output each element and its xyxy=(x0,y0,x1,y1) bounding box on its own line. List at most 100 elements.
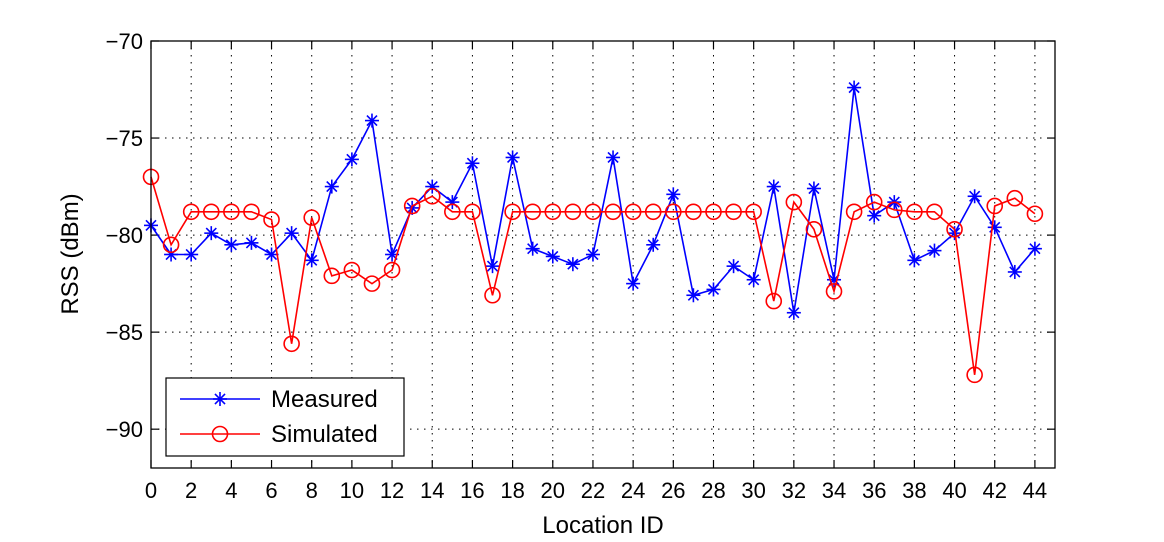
plot-frame xyxy=(150,40,1056,469)
data-point-measured xyxy=(585,247,600,262)
data-point-simulated xyxy=(845,203,863,221)
data-point-simulated xyxy=(644,203,662,221)
x-tick-label: 0 xyxy=(145,478,157,503)
data-point-measured xyxy=(304,253,319,268)
y-tick-label: −85 xyxy=(106,320,143,345)
data-point-simulated xyxy=(162,236,180,254)
data-point-simulated xyxy=(283,335,300,353)
data-point-measured xyxy=(706,282,721,297)
data-point-simulated xyxy=(464,203,481,221)
data-point-simulated xyxy=(182,203,200,221)
data-point-simulated xyxy=(805,220,823,238)
data-point-measured xyxy=(505,150,520,165)
x-tick-label: 24 xyxy=(621,478,645,503)
data-point-simulated xyxy=(444,203,461,221)
x-tick-label: 42 xyxy=(982,478,1006,503)
data-point-simulated xyxy=(1026,205,1044,223)
data-point-measured xyxy=(565,257,580,272)
data-point-simulated xyxy=(946,220,963,238)
data-point-simulated xyxy=(986,197,1004,215)
data-point-simulated xyxy=(725,203,742,221)
legend: Measured Simulated xyxy=(165,377,405,457)
data-point-measured xyxy=(485,259,500,274)
data-point-simulated xyxy=(906,203,923,221)
y-tick-label: −70 xyxy=(106,29,143,54)
legend-asterisk xyxy=(213,392,227,406)
x-tick-labels: 0 2 4 6 8 10 12 14 16 18 20 22 24 26 28 30 32 34 36 38 40 42 4… xyxy=(145,478,1047,503)
x-tick-label: 20 xyxy=(541,478,565,503)
x-tick-label: 6 xyxy=(265,478,277,503)
data-point-measured xyxy=(987,220,1002,235)
data-point-measured xyxy=(847,80,862,95)
data-point-simulated xyxy=(564,203,582,221)
data-point-simulated xyxy=(885,201,903,219)
data-point-measured xyxy=(766,179,781,194)
data-point-simulated xyxy=(343,261,361,279)
data-point-measured xyxy=(907,253,922,268)
x-tick-label: 40 xyxy=(942,478,966,503)
data-point-measured xyxy=(746,272,761,287)
data-point-measured xyxy=(465,156,480,171)
x-tick-label: 12 xyxy=(380,478,404,503)
data-point-measured xyxy=(1007,264,1022,279)
data-point-simulated xyxy=(363,275,381,292)
data-point-simulated xyxy=(263,211,280,228)
data-point-simulated xyxy=(323,267,341,285)
x-axis-title: Location ID xyxy=(542,512,663,539)
data-point-measured xyxy=(264,247,279,262)
data-point-measured xyxy=(686,288,701,303)
x-tick-label: 36 xyxy=(862,478,886,503)
data-point-simulated xyxy=(584,203,602,221)
y-tick-labels: −90 −85 −80 −75 −70 xyxy=(106,29,143,442)
data-point-simulated xyxy=(926,203,943,221)
x-tick-label: 26 xyxy=(661,478,685,503)
x-tick-label: 38 xyxy=(902,478,926,503)
data-point-measured xyxy=(927,243,942,258)
data-point-measured xyxy=(284,226,299,241)
data-point-simulated xyxy=(665,203,682,221)
data-point-measured xyxy=(786,305,801,320)
data-point-measured xyxy=(967,189,982,204)
legend-marker-measured xyxy=(213,392,227,406)
data-point-measured xyxy=(184,247,199,262)
legend-label-simulated: Simulated xyxy=(271,421,378,448)
data-point-simulated xyxy=(745,203,762,221)
data-point-simulated xyxy=(765,292,783,310)
y-tick-label: −75 xyxy=(106,126,143,151)
legend-marker-simulated xyxy=(211,425,229,443)
x-tick-label: 32 xyxy=(782,478,806,503)
data-point-simulated xyxy=(383,261,401,279)
data-point-measured xyxy=(344,152,359,167)
data-point-simulated xyxy=(504,203,521,221)
data-point-simulated xyxy=(544,203,562,221)
data-point-simulated xyxy=(403,197,421,215)
data-point-measured xyxy=(806,181,821,196)
x-tick-label: 8 xyxy=(306,478,318,503)
x-tick-label: 22 xyxy=(581,478,605,503)
data-point-simulated xyxy=(604,203,622,221)
data-point-measured xyxy=(626,276,641,291)
data-point-simulated xyxy=(524,203,541,221)
x-tick-label: 34 xyxy=(822,478,846,503)
data-point-simulated xyxy=(202,203,220,221)
data-point-measured xyxy=(1027,241,1042,256)
data-point-simulated xyxy=(785,193,803,211)
data-point-simulated xyxy=(624,203,642,221)
data-point-measured xyxy=(726,259,741,274)
data-point-simulated xyxy=(685,203,702,221)
data-point-measured xyxy=(867,208,882,223)
data-point-simulated xyxy=(303,209,321,226)
data-point-measured xyxy=(364,113,379,128)
data-point-measured xyxy=(204,226,219,241)
data-point-measured xyxy=(324,179,339,194)
y-tick-label: −90 xyxy=(106,417,143,442)
y-tick-label: −80 xyxy=(106,223,143,248)
x-tick-label: 4 xyxy=(225,478,237,503)
x-tick-label: 2 xyxy=(185,478,197,503)
data-point-measured xyxy=(606,150,621,165)
legend-label-measured: Measured xyxy=(271,386,378,413)
data-point-measured xyxy=(545,249,560,264)
data-point-simulated xyxy=(1006,189,1024,207)
x-tick-label: 14 xyxy=(420,478,444,503)
